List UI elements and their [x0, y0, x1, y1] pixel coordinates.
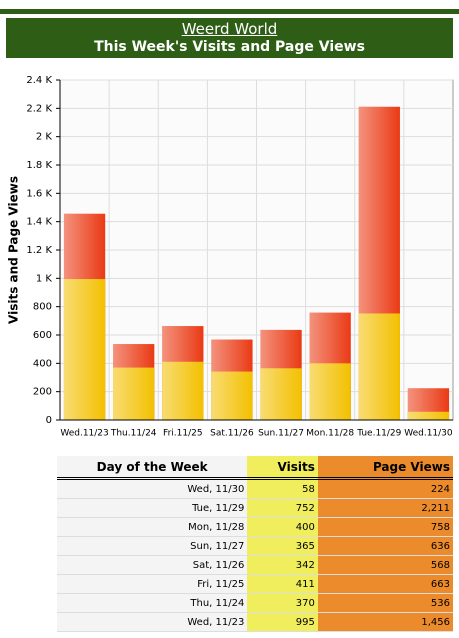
column-header: Visits — [247, 456, 318, 480]
y-tick-label: 600 — [33, 330, 52, 341]
column-header: Page Views — [317, 456, 453, 480]
x-tick-label: Wed.11/23 — [60, 429, 108, 439]
x-tick-label: Sun.11/27 — [258, 429, 304, 439]
bar-shine — [407, 411, 450, 420]
y-tick-label: 1.2 K — [26, 245, 52, 256]
table-cell: Thu, 11/24 — [57, 593, 248, 613]
table-row: Sun, 11/27 365 636 — [57, 536, 453, 556]
y-tick-label: 0 — [46, 415, 52, 426]
table-cell: 752 — [247, 498, 318, 518]
y-tick-label: 2 K — [36, 132, 53, 143]
table-row: Wed, 11/30 58 224 — [57, 478, 453, 499]
y-tick-label: 1 K — [36, 273, 53, 284]
page-title: This Week's Visits and Page Views — [94, 39, 365, 55]
table-row: Mon, 11/28 400 758 — [57, 517, 453, 537]
table-cell: 995 — [247, 612, 318, 632]
table-cell: 224 — [317, 478, 453, 499]
chart: Visits and Page Views 0 200 400 600 800 1 K 1.… — [7, 75, 454, 439]
table-cell: 2,211 — [317, 498, 453, 518]
y-tick-label: 1.4 K — [26, 217, 52, 228]
table-cell: 58 — [247, 478, 318, 499]
data-table: Day of the Week Visits Page Views Wed, 11/3… — [57, 456, 453, 632]
y-axis-label: Visits and Page Views — [7, 176, 21, 324]
column-header: Day of the Week — [57, 456, 248, 480]
table-cell: 758 — [317, 517, 453, 537]
table-cell: 636 — [317, 536, 453, 556]
bar-shine — [113, 367, 155, 420]
table-cell: 365 — [247, 536, 318, 556]
table-cell: Sat, 11/26 — [57, 555, 248, 575]
y-tick-label: 200 — [33, 387, 52, 398]
x-tick-label: Tue.11/29 — [356, 429, 401, 439]
table-row: Fri, 11/25 411 663 — [57, 574, 453, 594]
y-tick-label: 400 — [33, 358, 52, 369]
y-tick-label: 1.6 K — [26, 188, 52, 199]
table-cell: 342 — [247, 555, 318, 575]
table-row: Thu, 11/24 370 536 — [57, 593, 453, 613]
y-tick-label: 800 — [33, 302, 52, 313]
table-cell: Wed, 11/23 — [57, 612, 248, 632]
x-tick-label: Thu.11/24 — [110, 429, 157, 439]
table-row: Wed, 11/23 995 1,456 — [57, 612, 453, 632]
top-bar — [0, 9, 459, 14]
table-cell: Fri, 11/25 — [57, 574, 248, 594]
table-cell: 400 — [247, 517, 318, 537]
y-tick-label: 1.8 K — [26, 160, 52, 171]
table-cell: Tue, 11/29 — [57, 498, 248, 518]
bar-shine — [63, 279, 106, 420]
table-header: Day of the Week Visits Page Views — [57, 456, 453, 480]
bar-shine — [309, 363, 351, 420]
table-row: Tue, 11/29 752 2,211 — [57, 498, 453, 518]
bar-shine — [211, 371, 253, 420]
x-tick-label: Fri.11/25 — [163, 429, 203, 439]
table-cell: 536 — [317, 593, 453, 613]
table-cell: 663 — [317, 574, 453, 594]
table-cell: 1,456 — [317, 612, 453, 632]
table-cell: Mon, 11/28 — [57, 517, 248, 537]
table-cell: 411 — [247, 574, 318, 594]
table-cell: Wed, 11/30 — [57, 478, 248, 499]
bar-shine — [358, 313, 400, 420]
x-tick-label: Wed.11/30 — [404, 429, 453, 439]
x-tick-label: Sat.11/26 — [210, 429, 254, 439]
y-tick-label: 2.4 K — [26, 75, 52, 86]
bar-shine — [260, 368, 302, 420]
y-tick-label: 2.2 K — [26, 103, 52, 114]
bar-shine — [162, 361, 204, 420]
site-link[interactable]: Weerd World — [181, 20, 278, 38]
table-cell: 568 — [317, 555, 453, 575]
table-cell: Sun, 11/27 — [57, 536, 248, 556]
table-cell: 370 — [247, 593, 318, 613]
table-row: Sat, 11/26 342 568 — [57, 555, 453, 575]
x-tick-label: Mon.11/28 — [306, 429, 354, 439]
header: Weerd World This Week's Visits and Page … — [6, 18, 453, 58]
